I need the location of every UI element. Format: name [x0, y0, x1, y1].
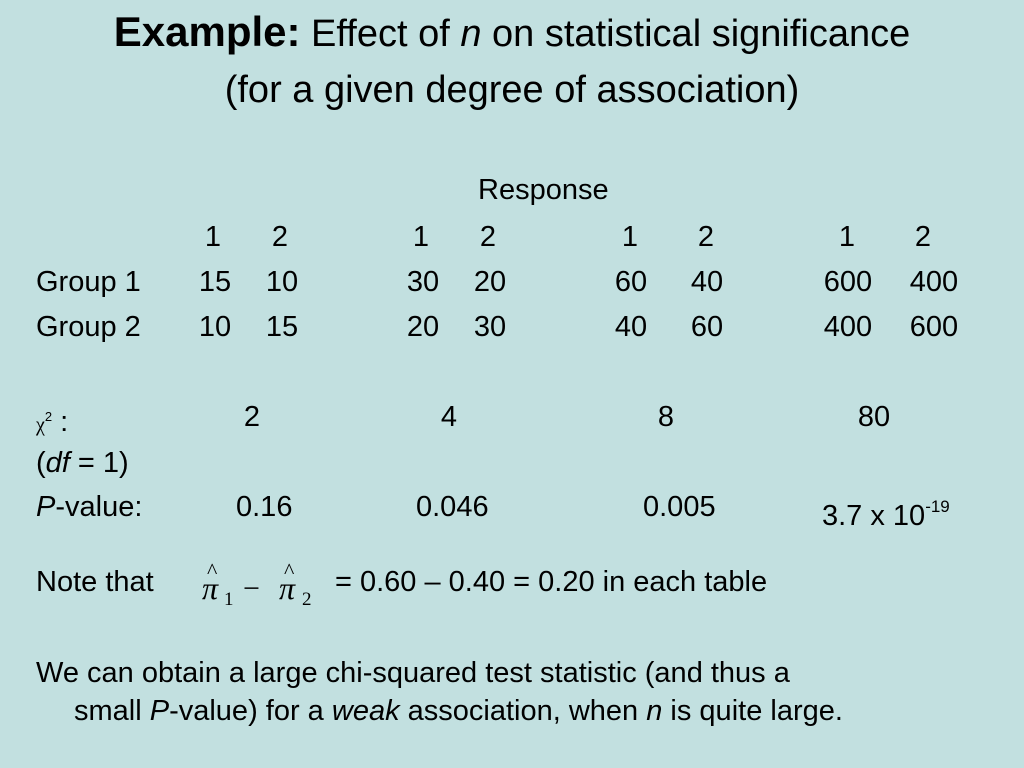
col-header: 1 [838, 221, 856, 253]
cell: 20 [473, 266, 507, 298]
df-var: df [45, 447, 70, 479]
chi-value: 4 [440, 401, 458, 433]
title-n: n [460, 13, 482, 55]
cell: 600 [823, 266, 873, 298]
c-l2-b: -value) for a [169, 695, 332, 727]
c-l2-c: association, when [399, 695, 647, 727]
note-rest: = 0.60 – 0.40 = 0.20 in each table [335, 566, 768, 598]
col-header: 2 [479, 221, 497, 253]
c-l2-n: n [646, 695, 663, 727]
row-label: Group 2 [36, 311, 141, 343]
title-bold: Example: [113, 8, 301, 55]
cell: 10 [265, 266, 299, 298]
col-header: 2 [271, 221, 289, 253]
c-l2-weak: weak [331, 695, 400, 727]
pi-symbol: π [279, 570, 296, 606]
p-last-base: 3.7 x 10 [822, 500, 926, 532]
p-value: 3.7 x 10-19 [822, 490, 950, 533]
cell: 20 [406, 311, 440, 343]
title-line1-pre: Effect of [300, 13, 461, 55]
c-l2-d: is quite large. [662, 695, 843, 727]
chi-value: 80 [857, 401, 891, 433]
cell: 600 [909, 311, 959, 343]
slide-title: Example: Effect of n on statistical sign… [0, 10, 1024, 56]
p-value: 0.005 [643, 491, 716, 523]
p-last-exp: -19 [925, 497, 950, 516]
df-open: ( [36, 447, 46, 479]
p-value-label: P-value: [36, 490, 142, 524]
slide-subtitle: (for a given degree of association) [224, 69, 800, 111]
cell: 10 [198, 311, 232, 343]
col-header: 2 [697, 221, 715, 253]
cell: 40 [614, 311, 648, 343]
conclusion-line-2: small P-value) for a weak association, w… [74, 694, 843, 728]
title-line1-post: on statistical significance [481, 13, 911, 55]
chi-colon: : [52, 406, 69, 438]
p-label-rest: -value: [55, 491, 143, 523]
cell: 15 [198, 266, 232, 298]
row-label: Group 1 [36, 266, 141, 298]
cell: 30 [473, 311, 507, 343]
chi-sup: 2 [44, 409, 53, 424]
c-l2-a: small [74, 695, 150, 727]
col-header: 1 [621, 221, 639, 253]
col-header: 1 [412, 221, 430, 253]
minus-sign: − [243, 572, 260, 605]
p-value: 0.046 [416, 491, 489, 523]
response-label: Response [478, 174, 609, 206]
cell: 30 [406, 266, 440, 298]
conclusion-line-1: We can obtain a large chi-squared test s… [36, 657, 790, 689]
c-l2-p: P [149, 695, 170, 727]
chi-value: 8 [657, 401, 675, 433]
df-label: (df = 1) [36, 446, 129, 480]
p-var: P [36, 491, 56, 523]
cell: 400 [909, 266, 959, 298]
hat-accent: ^ [284, 558, 295, 583]
cell: 60 [690, 311, 724, 343]
pi-hat-difference-formula: ^ π 1 − ^ π 2 [200, 558, 325, 614]
col-header: 2 [914, 221, 932, 253]
cell: 400 [823, 311, 873, 343]
chi-value: 2 [243, 401, 261, 433]
col-header: 1 [204, 221, 222, 253]
pi-subscript: 2 [302, 589, 312, 610]
cell: 60 [614, 266, 648, 298]
pi-subscript: 1 [224, 589, 234, 610]
df-rest: = 1) [69, 447, 129, 479]
p-value: 0.16 [236, 491, 293, 523]
chi-symbol: χ [36, 414, 45, 436]
hat-accent: ^ [207, 558, 218, 583]
note-prefix: Note that [36, 566, 154, 598]
pi-symbol: π [202, 570, 219, 606]
cell: 15 [265, 311, 299, 343]
chi-square-label: χ2 : [36, 400, 68, 442]
cell: 40 [690, 266, 724, 298]
